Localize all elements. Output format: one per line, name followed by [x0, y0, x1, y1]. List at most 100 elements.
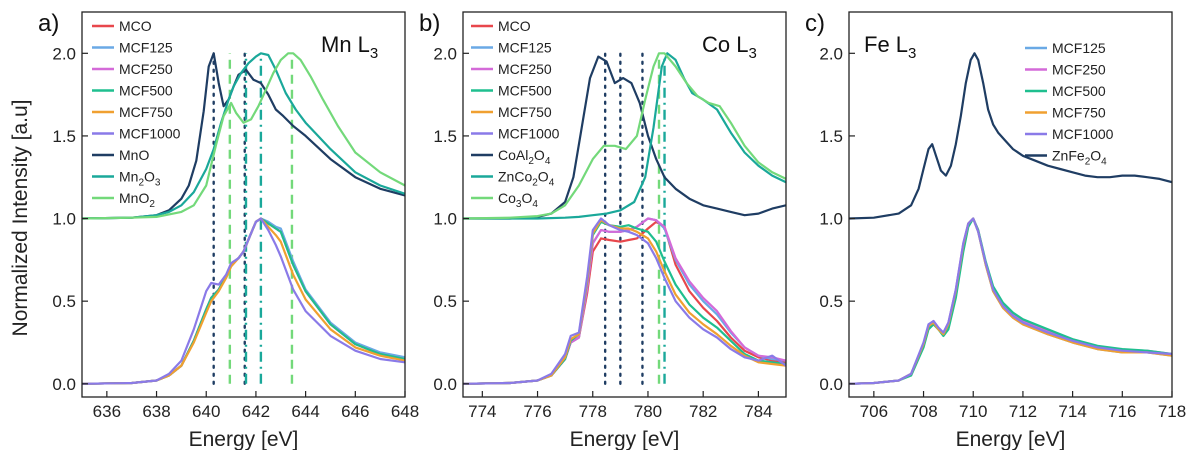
- series-line-mcf750: [82, 217, 405, 385]
- x-tick-label: 646: [341, 402, 369, 421]
- series-line-mcf125: [463, 217, 786, 385]
- series-line-mcf750: [849, 217, 1172, 385]
- legend-entry-mcf1000: MCF1000: [498, 126, 560, 142]
- legend-entry-mn2o3: Mn2O3: [119, 169, 161, 189]
- chart-panel-3: 706 708 710 712 714 716 718 0.0 0.5 1.0 1.5 2.0 Ener…: [805, 10, 1186, 450]
- series-line-mco: [82, 217, 405, 385]
- y-tick-label: 1.0: [52, 210, 76, 229]
- series-line-mcf125: [849, 217, 1172, 385]
- series-line-mcf1000: [849, 217, 1172, 385]
- legend-entry-znco2o4: ZnCo2O4: [498, 169, 555, 189]
- legend-entry-mcf1000: MCF1000: [119, 126, 181, 142]
- legend-entry-mcf250: MCF250: [119, 61, 173, 77]
- y-tick-label: 0.5: [819, 292, 843, 311]
- x-tick-label: 780: [634, 402, 662, 421]
- legend-entry-mcf250: MCF250: [498, 61, 552, 77]
- chart-panel-2: 774 776 778 780 782 784 0.0 0.5 1.0 1.5 2.0 Energy …: [419, 10, 787, 450]
- series-line-mcf750: [463, 219, 786, 385]
- x-axis-title: Energy [eV]: [189, 428, 299, 450]
- x-axis-title: Energy [eV]: [956, 428, 1066, 450]
- y-tick-label: 0.5: [52, 292, 76, 311]
- x-axis-title: Energy [eV]: [570, 428, 680, 450]
- x-tick-label: 776: [523, 402, 551, 421]
- x-tick-label: 648: [391, 402, 419, 421]
- plot-frame: [462, 11, 787, 398]
- panel-label: b): [419, 10, 440, 37]
- y-axis-title: Normalized Intensity [a.u]: [9, 100, 32, 337]
- legend-entry-mco: MCO: [119, 18, 152, 34]
- x-tick-label: 714: [1058, 402, 1086, 421]
- y-tick-label: 2.0: [52, 44, 76, 63]
- panel-label: c): [805, 10, 825, 37]
- series-line-mcf500: [82, 217, 405, 385]
- series-line-mcf250: [849, 217, 1172, 385]
- series-line-mcf125: [82, 217, 405, 385]
- panel-title: Fe L3: [864, 32, 916, 62]
- series-line-mcf250: [463, 217, 786, 385]
- series-line-znco2o4: [463, 52, 786, 220]
- legend-entry-mcf750: MCF750: [498, 104, 552, 120]
- legend-entry-mcf125: MCF125: [498, 40, 552, 56]
- series-line-mco: [463, 220, 786, 385]
- x-tick-label: 774: [468, 402, 496, 421]
- x-tick-label: 644: [291, 402, 319, 421]
- y-tick-label: 1.5: [819, 127, 843, 146]
- series-line-mno2: [82, 52, 405, 220]
- legend-entry-mcf500: MCF500: [1052, 83, 1106, 99]
- panel-title: Mn L3: [321, 32, 378, 62]
- series-line-mn2o3: [82, 52, 405, 220]
- x-tick-label: 712: [1009, 402, 1037, 421]
- y-tick-label: 0.0: [52, 375, 76, 394]
- x-tick-label: 718: [1158, 402, 1186, 421]
- legend: MCO MCF125 MCF250 MCF500 MCF750 MCF1000 CoAl2O…: [471, 18, 560, 210]
- x-tick-label: 716: [1108, 402, 1136, 421]
- y-tick-label: 1.5: [52, 127, 76, 146]
- series-line-co3o4: [463, 52, 786, 220]
- x-tick-label: 642: [242, 402, 270, 421]
- y-tick-label: 0.5: [433, 292, 457, 311]
- legend-entry-mcf125: MCF125: [1052, 40, 1106, 56]
- x-tick-label: 778: [579, 402, 607, 421]
- chart-panel-1: 636 638 640 642 644 646 648 0.0 0.5 1.0 1.5 2.0 Ener…: [38, 10, 419, 450]
- legend-entry-mcf500: MCF500: [498, 83, 552, 99]
- y-tick-label: 2.0: [433, 44, 457, 63]
- y-tick-label: 1.5: [433, 127, 457, 146]
- series-line-mcf1000: [463, 217, 786, 385]
- legend-entry-mno2: MnO2: [119, 190, 155, 210]
- y-tick-label: 1.0: [433, 210, 457, 229]
- series-line-mcf250: [82, 217, 405, 385]
- y-tick-label: 2.0: [819, 44, 843, 63]
- series-line-mcf500: [849, 217, 1172, 385]
- x-tick-label: 706: [860, 402, 888, 421]
- y-tick-label: 0.0: [819, 375, 843, 394]
- legend-entry-mcf500: MCF500: [119, 83, 173, 99]
- x-tick-label: 784: [744, 402, 772, 421]
- legend-entry-znfe2o4: ZnFe2O4: [1052, 148, 1107, 168]
- legend-entry-mcf750: MCF750: [1052, 105, 1106, 121]
- series-line-coal2o4: [463, 55, 786, 220]
- x-tick-label: 636: [93, 402, 121, 421]
- x-tick-label: 638: [142, 402, 170, 421]
- legend-entry-mcf1000: MCF1000: [1052, 126, 1114, 142]
- y-tick-label: 0.0: [433, 375, 457, 394]
- panel-title: Co L3: [702, 32, 757, 62]
- legend-entry-mcf250: MCF250: [1052, 62, 1106, 78]
- legend-entry-mcf125: MCF125: [119, 40, 173, 56]
- x-tick-label: 708: [909, 402, 937, 421]
- plot-frame: [81, 11, 406, 398]
- x-tick-label: 782: [689, 402, 717, 421]
- legend-entry-mcf750: MCF750: [119, 104, 173, 120]
- legend: MCF125 MCF250 MCF500 MCF750 MCF1000 ZnFe2O4: [1025, 40, 1114, 168]
- panel-label: a): [38, 10, 59, 37]
- legend-entry-coal2o4: CoAl2O4: [498, 147, 551, 167]
- legend-entry-co3o4: Co3O4: [498, 190, 538, 210]
- x-tick-label: 640: [192, 402, 220, 421]
- series-line-znfe2o4: [849, 52, 1172, 220]
- legend: MCO MCF125 MCF250 MCF500 MCF750 MCF1000 MnO Mn2…: [92, 18, 181, 210]
- legend-entry-mco: MCO: [498, 18, 531, 34]
- plot-frame: [848, 11, 1173, 398]
- y-tick-label: 1.0: [819, 210, 843, 229]
- legend-entry-mno: MnO: [119, 147, 149, 163]
- series-line-mcf500: [463, 220, 786, 385]
